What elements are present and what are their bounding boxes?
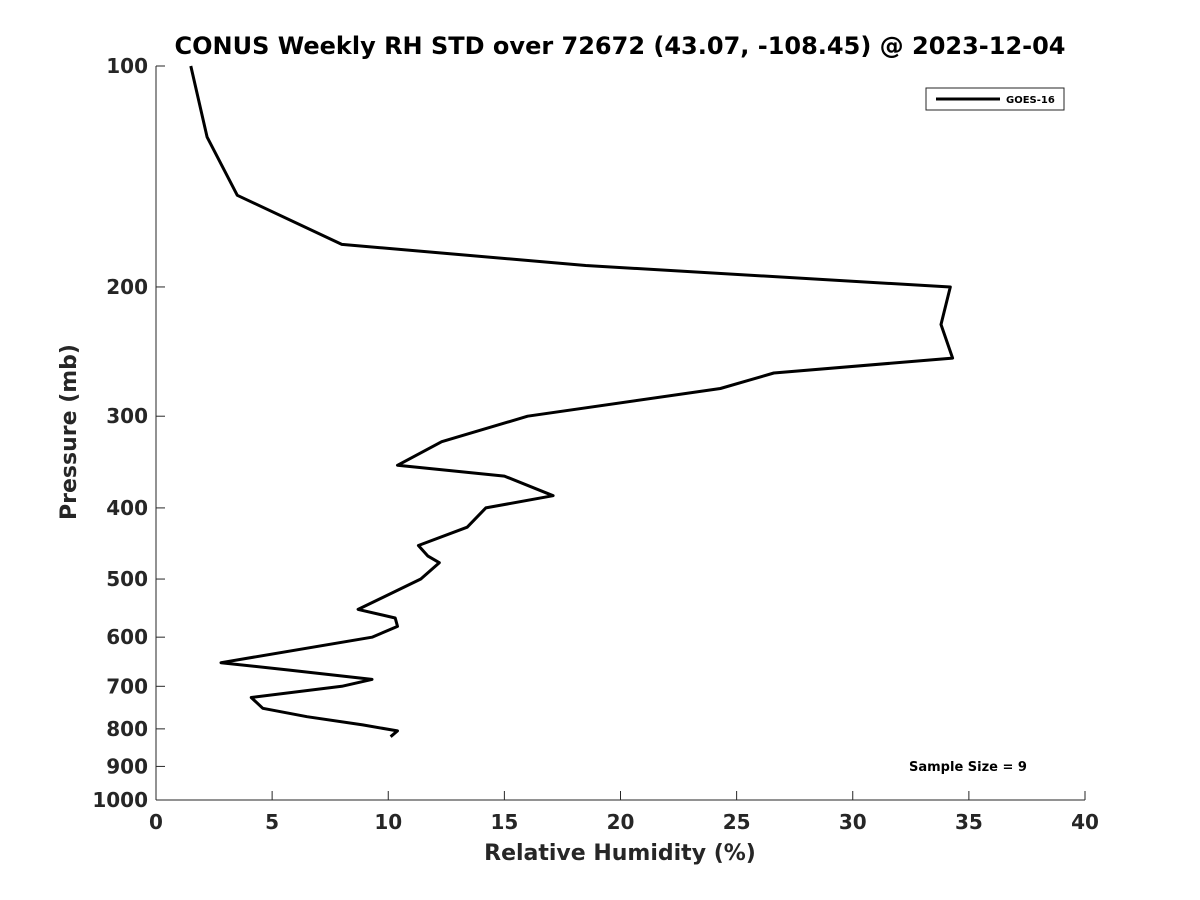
y-tick-label: 1000 (92, 788, 148, 812)
y-tick-label: 300 (106, 404, 148, 428)
y-tick-label: 500 (106, 567, 148, 591)
y-axis-ticks: 100 200 300 400 500 600 700 800 900 1000 (92, 54, 165, 812)
x-tick-label: 25 (723, 810, 751, 834)
x-tick-label: 40 (1071, 810, 1099, 834)
x-tick-label: 30 (839, 810, 867, 834)
y-tick-label: 900 (106, 754, 148, 778)
series-lines (189, 65, 955, 738)
x-tick-label: 0 (149, 810, 163, 834)
y-tick-label: 400 (106, 496, 148, 520)
y-tick-label: 600 (106, 625, 148, 649)
x-tick-label: 15 (490, 810, 518, 834)
x-tick-label: 10 (374, 810, 402, 834)
x-axis-ticks: 0 5 10 15 20 25 30 35 40 (149, 791, 1099, 834)
x-tick-label: 35 (955, 810, 983, 834)
axes (155, 66, 1085, 801)
series-line-goes-16 (189, 65, 955, 738)
y-tick-label: 800 (106, 717, 148, 741)
y-axis-label: Pressure (mb) (57, 344, 82, 520)
x-tick-label: 20 (607, 810, 635, 834)
y-tick-label: 100 (106, 54, 148, 78)
legend-label: GOES-16 (1006, 95, 1055, 106)
x-tick-label: 5 (265, 810, 279, 834)
chart-title: CONUS Weekly RH STD over 72672 (43.07, -… (174, 32, 1065, 60)
sample-size-annotation: Sample Size = 9 (909, 760, 1027, 775)
x-axis-label: Relative Humidity (%) (484, 841, 756, 866)
legend: GOES-16 (925, 87, 1065, 111)
y-tick-label: 200 (106, 275, 148, 299)
y-tick-label: 700 (106, 674, 148, 698)
